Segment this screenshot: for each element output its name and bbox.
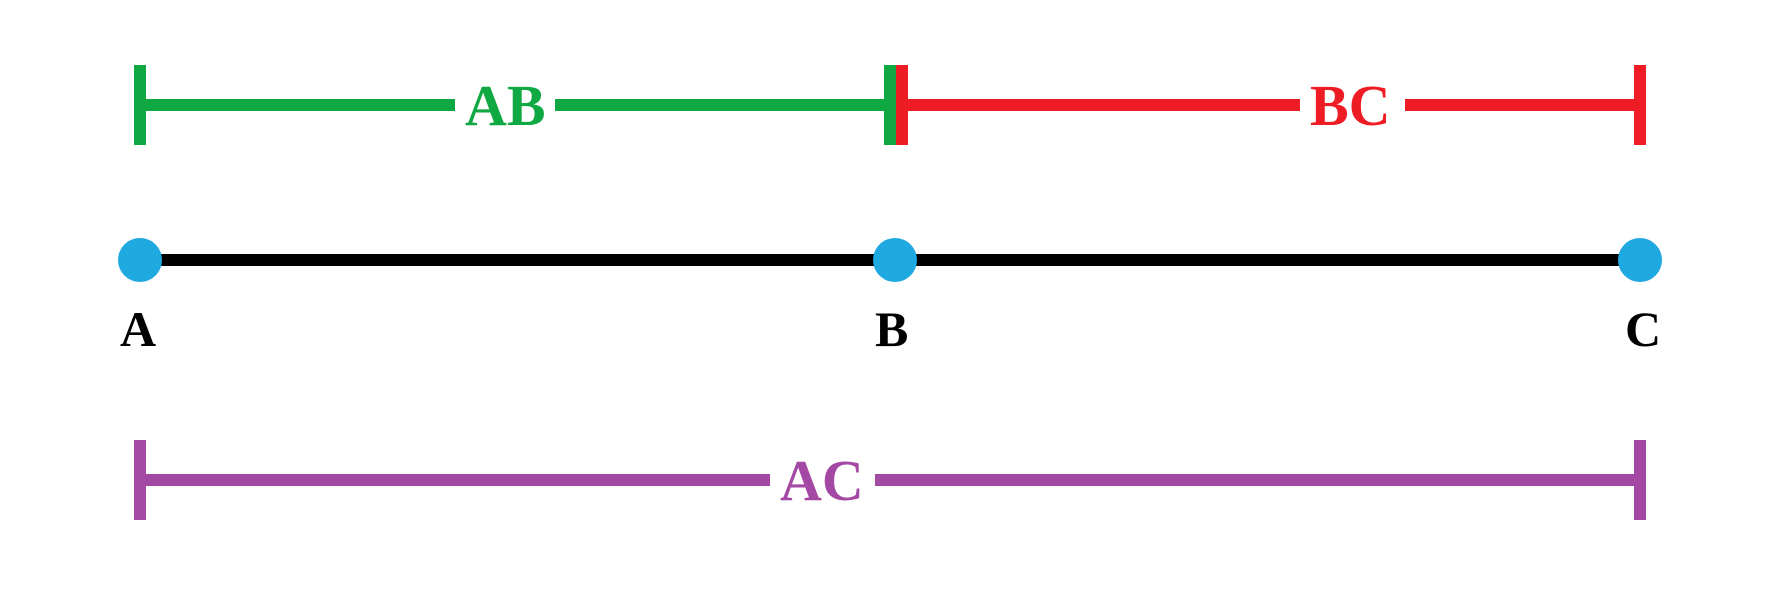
segment-diagram: AB BC AC A B C xyxy=(0,0,1771,601)
point-c-label: C xyxy=(1625,300,1661,358)
ac-label: AC xyxy=(780,447,864,514)
segment-ac-bracket xyxy=(140,440,1640,520)
point-a-label: A xyxy=(120,300,156,358)
point-b-label: B xyxy=(875,300,908,358)
point-a xyxy=(118,238,162,282)
ab-label: AB xyxy=(465,72,546,139)
segment-bc-bracket xyxy=(902,65,1640,145)
point-c xyxy=(1618,238,1662,282)
point-b xyxy=(873,238,917,282)
bc-label: BC xyxy=(1310,72,1391,139)
